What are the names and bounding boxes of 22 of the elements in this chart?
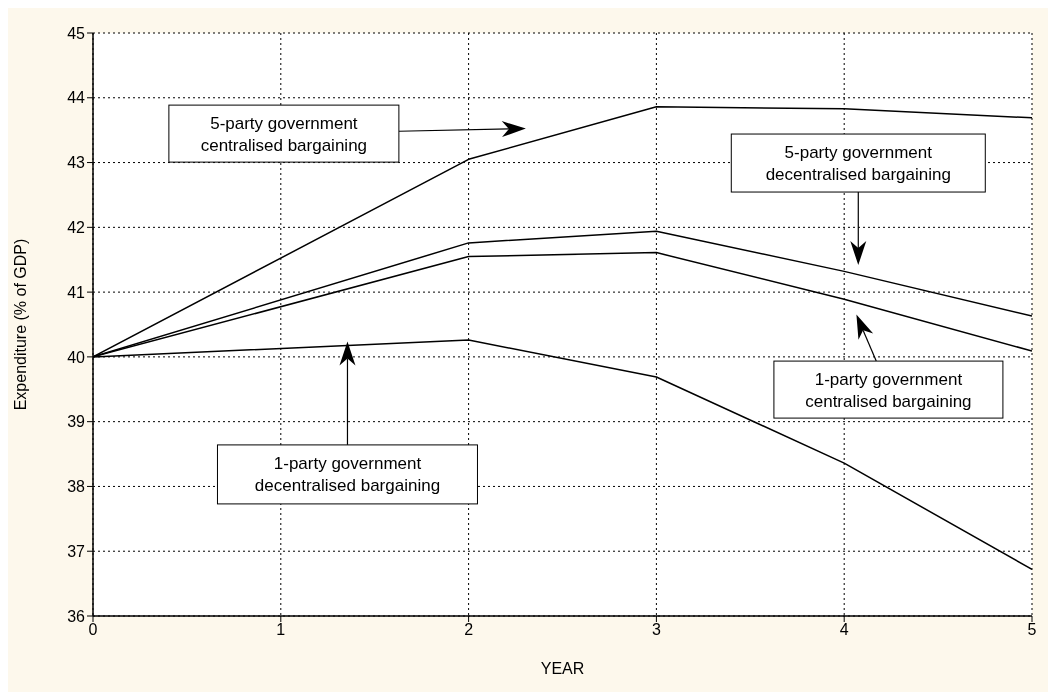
annotation: 5-party government centralised bargaining	[200, 113, 368, 155]
x-tick-label: 0	[88, 621, 98, 639]
y-tick-label: 44	[67, 89, 86, 107]
y-tick-label: 39	[67, 413, 86, 431]
x-tick-label: 5	[1027, 621, 1037, 639]
annotation: 1-party government decentralised bargaining	[254, 454, 441, 496]
x-tick-label: 3	[651, 621, 661, 639]
y-tick-label: 43	[67, 154, 86, 172]
x-axis-title: YEAR	[540, 660, 585, 677]
annotation: 5-party government decentralised bargaining	[765, 143, 951, 185]
y-tick-label: 42	[67, 219, 86, 237]
y-tick-label: 40	[67, 348, 86, 366]
y-tick-label: 41	[67, 283, 86, 301]
x-tick-label: 1	[276, 621, 286, 639]
annotation: 1-party government centralised bargaining	[805, 369, 972, 411]
y-axis-title: Expenditure (% of GDP)	[11, 238, 29, 411]
y-tick-label: 45	[67, 24, 86, 42]
x-tick-label: 2	[464, 621, 474, 639]
y-tick-label: 36	[67, 607, 86, 625]
y-tick-label: 37	[67, 542, 86, 560]
y-tick-label: 38	[67, 478, 86, 496]
x-tick-label: 4	[839, 621, 849, 639]
